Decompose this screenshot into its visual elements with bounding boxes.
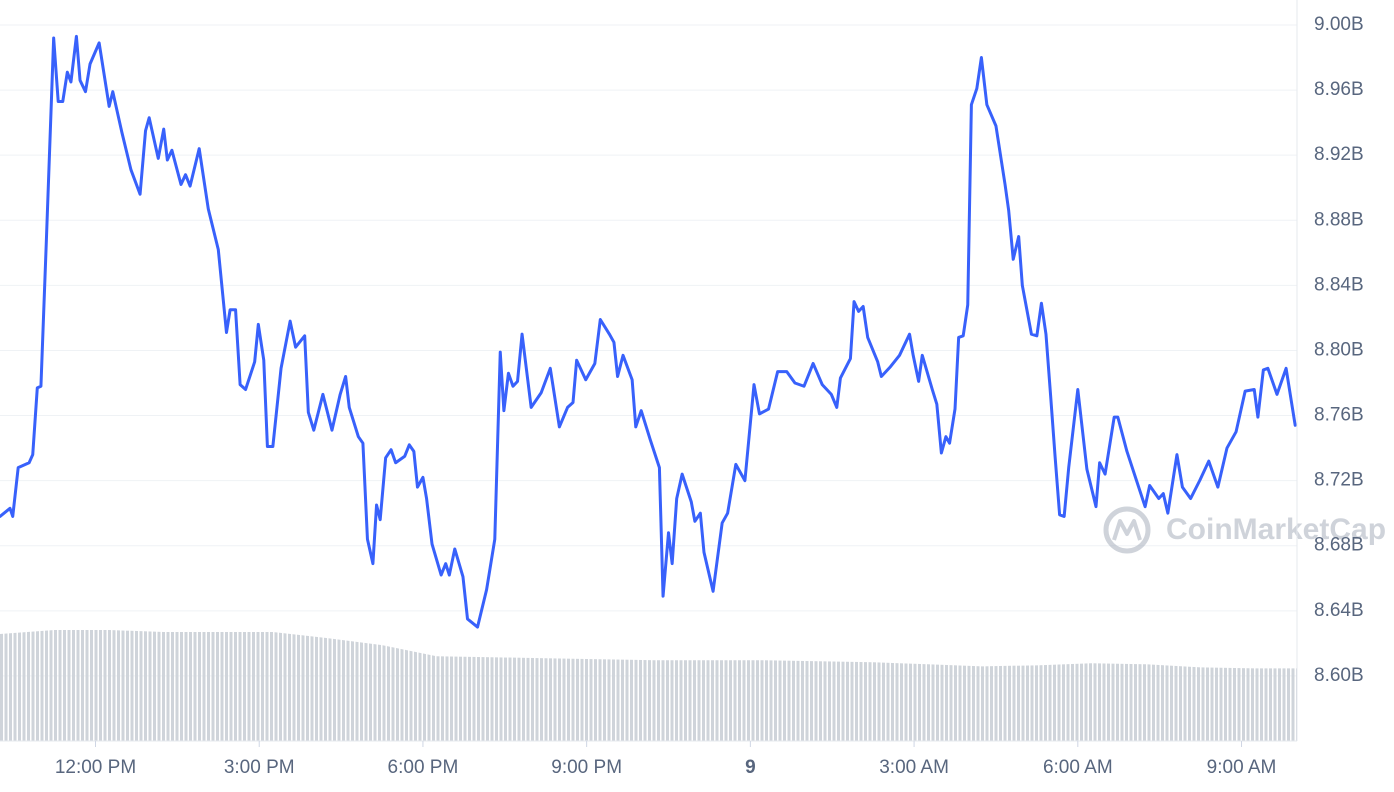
y-tick-label: 8.92B (1314, 144, 1364, 165)
y-tick-label: 8.68B (1314, 535, 1364, 556)
y-tick-label: 8.64B (1314, 600, 1364, 621)
y-tick-label: 8.84B (1314, 274, 1364, 295)
y-tick-label: 8.80B (1314, 339, 1364, 360)
watermark: CoinMarketCap (1103, 506, 1386, 554)
y-tick-label: 8.76B (1314, 405, 1364, 426)
y-tick-label: 8.88B (1314, 209, 1364, 230)
volume (0, 630, 1297, 741)
x-tick-label: 6:00 AM (1043, 757, 1113, 778)
watermark-text: CoinMarketCap (1166, 513, 1386, 546)
price-line (0, 34, 1297, 629)
series (0, 34, 1297, 629)
y-tick-label: 8.96B (1314, 79, 1364, 100)
x-tick-label: 9 (745, 757, 756, 778)
x-tick-label: 3:00 AM (879, 757, 949, 778)
x-tick-label: 3:00 PM (224, 757, 295, 778)
grid (0, 24, 1297, 677)
watermark-logo-mark (1112, 519, 1142, 541)
x-tick-label: 6:00 PM (388, 757, 459, 778)
axes: 8.60B 8.64B 8.68B 8.72B 8.76B 8.80B 8.84B 8.88B… (0, 0, 1364, 778)
volume-area (0, 630, 1297, 741)
y-tick-label: 9.00B (1314, 14, 1364, 35)
y-tick-label: 8.60B (1314, 665, 1364, 686)
x-tick-label: 9:00 AM (1207, 757, 1277, 778)
y-tick-label: 8.72B (1314, 470, 1364, 491)
x-tick-label: 9:00 PM (551, 757, 622, 778)
watermark-logo (1103, 506, 1151, 554)
x-tick-label: 12:00 PM (55, 757, 136, 778)
